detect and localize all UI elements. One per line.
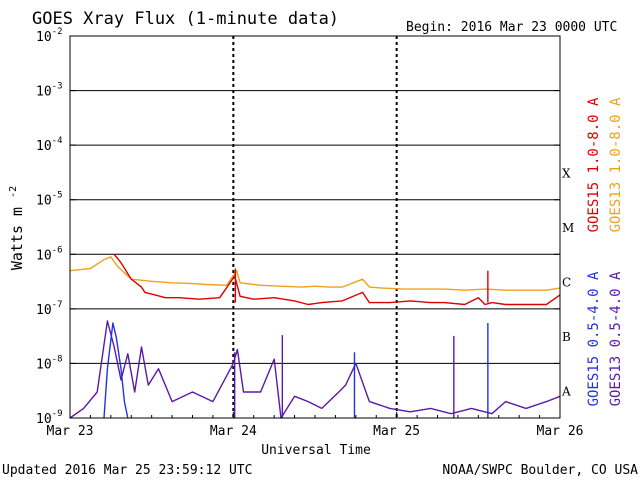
y-tick-label: 10-8: [36, 354, 63, 372]
series-line-1: [113, 253, 561, 306]
x-tick-label: Mar 24: [210, 424, 257, 439]
x-axis-label: Universal Time: [261, 443, 371, 458]
x-axis: Mar 23 Mar 24 Mar 25 Mar 26: [47, 412, 584, 439]
legend-item: GOES15 1.0-8.0 A: [586, 97, 602, 232]
series-line-0: [69, 256, 561, 291]
y-axis-label-text: Watts m: [8, 207, 26, 270]
flare-class-labels: X M C B A: [561, 166, 574, 398]
y-tick-label: 10-4: [36, 136, 63, 154]
y-tick-label: 10-9: [36, 409, 63, 427]
credit-text: NOAA/SWPC Boulder, CO USA: [442, 463, 638, 478]
legend-item: GOES15 0.5-4.0 A: [586, 271, 602, 406]
x-tick-label: Mar 25: [373, 424, 420, 439]
y-axis: 10-2 10-3 10-4 10-5 10-6 10-7 10-8 10-9: [36, 27, 560, 427]
flare-class-A: A: [561, 385, 571, 399]
legend: GOES15 1.0-8.0 A GOES13 1.0-8.0 A GOES15 0…: [586, 97, 624, 406]
y-tick-label: 10-6: [36, 245, 63, 263]
series-line-3: [103, 322, 129, 419]
flare-class-X: X: [562, 166, 571, 180]
y-axis-label: Watts m -2: [8, 186, 26, 270]
flare-class-M: M: [562, 221, 574, 235]
begin-time: Begin: 2016 Mar 23 0000 UTC: [406, 20, 617, 35]
legend-item: GOES13 1.0-8.0 A: [608, 97, 624, 232]
chart-title: GOES Xray Flux (1-minute data): [32, 9, 339, 29]
data-series: [69, 253, 561, 419]
y-tick-label: 10-7: [36, 300, 63, 318]
legend-item: GOES13 0.5-4.0 A: [608, 271, 624, 406]
y-axis-label-exp: -2: [8, 186, 19, 198]
x-tick-label: Mar 23: [47, 424, 94, 439]
x-tick-label: Mar 26: [537, 424, 584, 439]
flare-class-C: C: [562, 276, 571, 290]
grid: [70, 36, 560, 418]
series-line-2: [69, 320, 561, 419]
y-tick-label: 10-3: [36, 82, 63, 100]
svg-text:Watts m -2: Watts m -2: [8, 186, 26, 270]
y-tick-label: 10-5: [36, 191, 63, 209]
y-tick-label: 10-2: [36, 27, 63, 45]
flare-class-B: B: [562, 330, 571, 344]
updated-timestamp: Updated 2016 Mar 25 23:59:12 UTC: [2, 463, 252, 478]
